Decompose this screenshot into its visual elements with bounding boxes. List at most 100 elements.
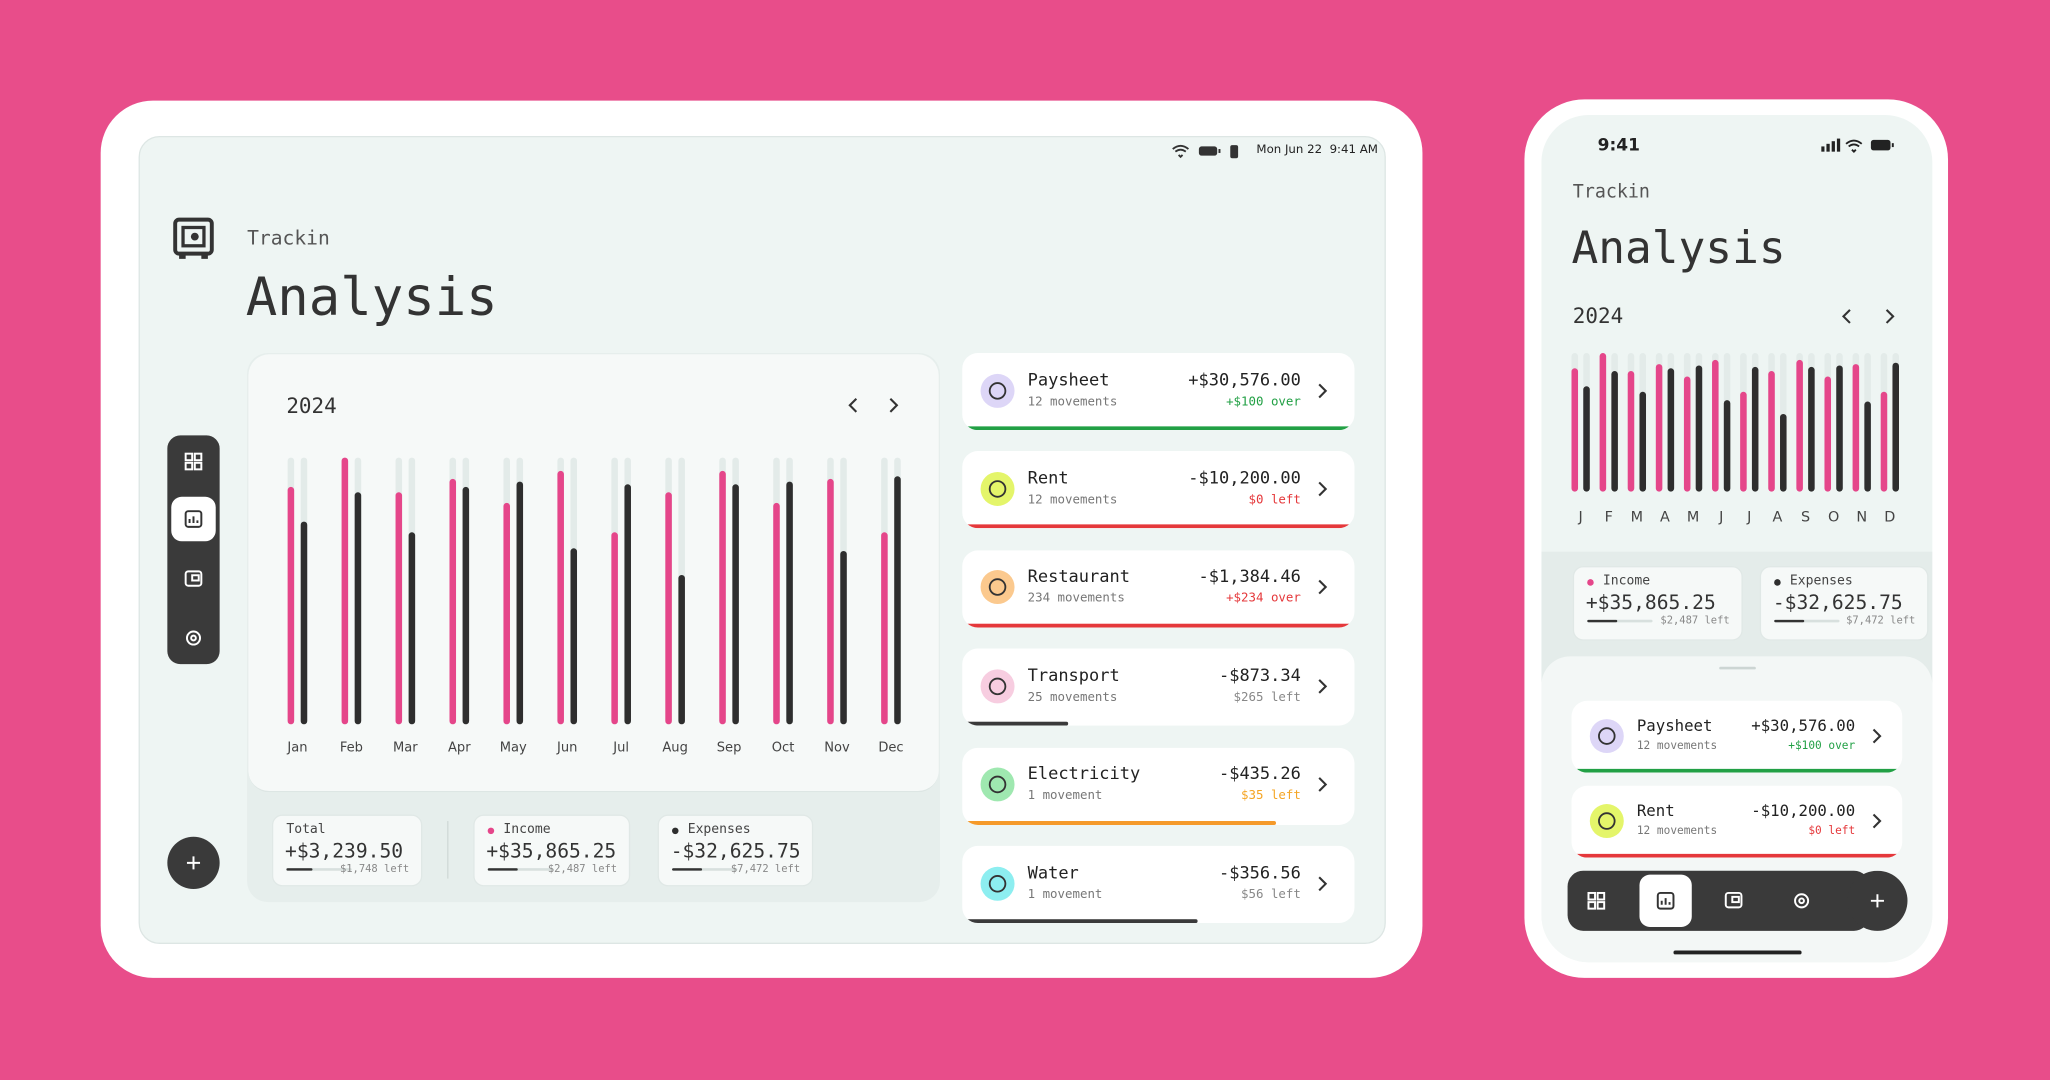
progress-track — [1571, 768, 1903, 773]
summary-amount: +$3,239.50 — [285, 839, 404, 863]
chevron-path — [1318, 678, 1328, 694]
divider — [447, 821, 449, 879]
icon-glyph — [1598, 811, 1616, 830]
add-button[interactable] — [166, 835, 221, 890]
account-status: $0 left — [1808, 824, 1856, 838]
account-name: Restaurant — [1027, 567, 1130, 588]
icon-glyph — [988, 874, 1007, 892]
account-row[interactable]: Transport 25 movements -$873.34 $265 left — [962, 648, 1355, 726]
icon-bg — [980, 767, 1015, 802]
legend-dot — [1774, 579, 1781, 586]
progress-track — [962, 721, 1354, 726]
chevron[interactable] — [1315, 874, 1328, 892]
progress-track — [1774, 619, 1840, 623]
chevron[interactable] — [1315, 381, 1328, 399]
progress-track — [962, 623, 1355, 628]
chevron-path — [1318, 580, 1328, 595]
summary-label: Income — [503, 822, 551, 837]
sidebar — [167, 435, 220, 665]
chevron[interactable] — [1315, 480, 1328, 498]
phone-nav-icons — [1587, 870, 1908, 931]
progress-fill — [962, 721, 1069, 726]
account-movements: 12 movements — [1027, 492, 1118, 508]
chevron[interactable] — [1315, 677, 1328, 695]
sidebar-icons — [184, 452, 203, 646]
account-status: $56 left — [1241, 887, 1301, 902]
account-name: Paysheet — [1636, 715, 1713, 735]
account-movements: 234 movements — [1027, 591, 1125, 606]
phone-status-icons — [1821, 138, 1894, 153]
account-row[interactable]: Electricity 1 movement -$435.26 $35 left — [962, 747, 1355, 825]
icon-bg — [980, 570, 1015, 605]
summary-label: Income — [1602, 573, 1651, 589]
icon-bg — [1589, 718, 1624, 753]
sheet-handle — [1719, 666, 1756, 670]
icon-bg — [980, 668, 1015, 703]
progress-fill — [1587, 619, 1617, 623]
account-amount: +$30,576.00 — [1188, 370, 1301, 391]
summary-card: Expenses -$32,625.75 $7,472 left — [657, 814, 814, 887]
chart-panel — [248, 354, 939, 793]
progress-fill — [962, 820, 1277, 825]
progress-track — [962, 820, 1354, 825]
account-row[interactable]: Restaurant 234 movements -$1,384.46 +$234 o… — [962, 550, 1355, 628]
account-icon — [1589, 718, 1624, 753]
account-status: $0 left — [1248, 492, 1301, 508]
progress-fill — [1571, 853, 1903, 858]
summary-label: Expenses — [1789, 573, 1853, 589]
account-row[interactable]: Rent 12 movements -$10,200.00 $0 left — [962, 451, 1355, 529]
phone-year: 2024 — [1572, 303, 1624, 329]
icon-bg — [980, 471, 1015, 506]
account-icon — [980, 471, 1015, 506]
progress-track — [962, 524, 1355, 529]
summary-card: Income +$35,865.25 $2,487 left — [473, 814, 631, 887]
summary-card: Total +$3,239.50 $1,748 left — [271, 814, 423, 887]
progress-track — [1587, 619, 1653, 623]
account-row[interactable]: Water 1 movement -$356.56 $56 left — [962, 845, 1355, 924]
account-movements: 12 movements — [1027, 394, 1118, 409]
account-row[interactable]: Rent 12 movements -$10,200.00 $0 left — [1571, 785, 1903, 858]
progress-track — [286, 868, 352, 871]
chevron-path — [1318, 875, 1328, 891]
summary-remaining: $7,472 left — [730, 862, 801, 875]
account-name: Water — [1027, 863, 1079, 884]
chevron[interactable] — [1870, 811, 1883, 829]
progress-fill — [962, 919, 1198, 924]
account-amount: +$30,576.00 — [1751, 715, 1856, 735]
phone-app-name: Trackin — [1572, 181, 1650, 203]
summary-label: Expenses — [687, 822, 751, 837]
icon-bg — [980, 866, 1015, 901]
progress-fill — [962, 426, 1355, 431]
app-name: Trackin — [247, 226, 330, 250]
account-row[interactable]: Paysheet 12 movements +$30,576.00 +$100 ove… — [962, 352, 1355, 431]
phone-year-arrows[interactable] — [1833, 306, 1901, 327]
chevron[interactable] — [1870, 726, 1883, 744]
summary-amount: -$32,625.75 — [1772, 590, 1903, 615]
account-amount: -$873.34 — [1218, 666, 1301, 686]
phone-status-time: 9:41 — [1597, 135, 1640, 156]
chevron-path — [1872, 728, 1882, 743]
summary-amount: -$32,625.75 — [670, 839, 801, 863]
status-icons — [1172, 144, 1239, 159]
icon-glyph — [988, 677, 1007, 695]
summary-amount: +$35,865.25 — [1585, 590, 1716, 615]
account-row[interactable]: Paysheet 12 movements +$30,576.00 +$100 ove… — [1571, 700, 1903, 773]
chevron[interactable] — [1315, 578, 1328, 596]
account-name: Transport — [1027, 666, 1120, 686]
icon-glyph — [1598, 726, 1616, 745]
progress-fill — [962, 524, 1355, 529]
chevron-path — [1318, 382, 1328, 398]
icon-glyph — [988, 381, 1007, 400]
year-arrows[interactable] — [843, 395, 906, 416]
logo — [173, 217, 214, 259]
status-time: 9:41 AM — [1329, 143, 1378, 157]
account-icon — [980, 866, 1015, 901]
year: 2024 — [286, 393, 337, 419]
account-amount: -$1,384.46 — [1198, 567, 1301, 588]
progress-track — [962, 919, 1354, 924]
icon-glyph — [988, 775, 1007, 794]
chevron[interactable] — [1315, 775, 1328, 793]
account-icon — [980, 767, 1015, 802]
icon-glyph — [988, 578, 1007, 597]
